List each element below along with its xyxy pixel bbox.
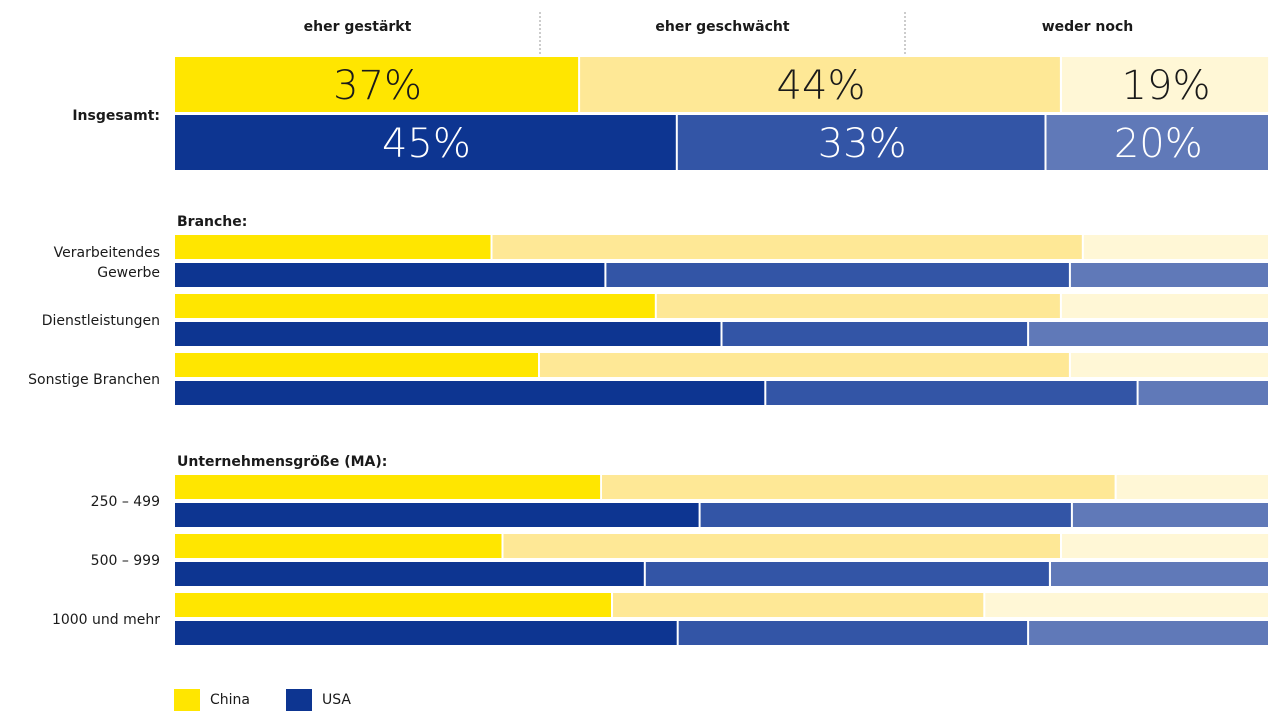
total-china-value-1: 44% <box>777 63 866 109</box>
total-usa-seg-2 <box>1046 115 1268 170</box>
group-0-row-2-usa-seg-0 <box>175 381 765 405</box>
total-china-seg-1 <box>580 57 1060 112</box>
group-0-row-2-china-seg-0 <box>175 353 538 377</box>
group-0-row-0-usa-seg-1 <box>606 263 1069 287</box>
legend-label-usa: USA <box>322 692 351 708</box>
group-1-row-2-china-seg-1 <box>613 593 984 617</box>
group-0-row-2-china-seg-2 <box>1070 353 1268 377</box>
legend-item-china: China <box>174 689 250 711</box>
column-header-1: eher geschwächt <box>655 19 789 35</box>
legend-swatch-usa <box>286 689 312 711</box>
total-usa-value-0: 45% <box>382 121 471 167</box>
row-label-0-2: Sonstige Branchen <box>28 372 160 388</box>
group-0-row-0-china-seg-1 <box>492 235 1082 259</box>
total-label: Insgesamt: <box>72 108 160 124</box>
group-title-0: Branche: <box>177 214 247 230</box>
group-1-row-2-usa-seg-2 <box>1029 621 1268 645</box>
group-0-row-1-usa-seg-2 <box>1029 322 1268 346</box>
group-1-row-2-usa-seg-1 <box>678 621 1028 645</box>
total-china-value-2: 19% <box>1122 63 1211 109</box>
total-usa-seg-1 <box>677 115 1045 170</box>
group-0-row-1-usa-seg-0 <box>175 322 721 346</box>
total-usa-value-1: 33% <box>818 121 907 167</box>
row-label-1-1: 500 – 999 <box>91 553 160 569</box>
group-0-row-2-china-seg-1 <box>540 353 1069 377</box>
group-1-row-0-china-seg-1 <box>602 475 1115 499</box>
total-usa-seg-0 <box>175 115 676 170</box>
legend: China USA <box>174 689 387 711</box>
group-1-row-0-china-seg-0 <box>175 475 601 499</box>
group-1-row-1-china-seg-2 <box>1062 534 1269 558</box>
group-0-row-1-china-seg-2 <box>1061 294 1268 318</box>
column-header-0: eher gestärkt <box>304 19 412 35</box>
group-1-row-0-usa-seg-1 <box>700 503 1071 527</box>
total-usa-value-2: 20% <box>1114 121 1203 167</box>
legend-label-china: China <box>210 692 250 708</box>
group-0-row-1-china-seg-0 <box>175 294 655 318</box>
group-1-row-0-usa-seg-2 <box>1072 503 1268 527</box>
group-1-row-0-china-seg-2 <box>1116 475 1268 499</box>
group-1-row-1-usa-seg-2 <box>1051 562 1268 586</box>
total-china-seg-2 <box>1062 57 1269 112</box>
row-label-1-2: 1000 und mehr <box>52 612 160 628</box>
total-china-seg-0 <box>175 57 579 112</box>
group-1-row-1-usa-seg-0 <box>175 562 644 586</box>
legend-item-usa: USA <box>286 689 351 711</box>
group-0-row-1-china-seg-1 <box>656 294 1060 318</box>
group-0-row-0-china-seg-0 <box>175 235 491 259</box>
row-label-0-0-1: Gewerbe <box>97 265 160 281</box>
group-0-row-0-china-seg-2 <box>1083 235 1268 259</box>
group-0-row-2-usa-seg-2 <box>1138 381 1268 405</box>
group-1-row-1-china-seg-1 <box>503 534 1060 558</box>
total-china-value-0: 37% <box>333 63 422 109</box>
group-0-row-1-usa-seg-1 <box>722 322 1028 346</box>
column-header-2: weder noch <box>1042 19 1134 35</box>
group-0-row-0-usa-seg-2 <box>1070 263 1268 287</box>
legend-swatch-china <box>174 689 200 711</box>
group-1-row-1-usa-seg-1 <box>645 562 1049 586</box>
group-title-1: Unternehmensgröße (MA): <box>177 454 387 470</box>
group-0-row-2-usa-seg-1 <box>766 381 1137 405</box>
group-1-row-2-china-seg-0 <box>175 593 611 617</box>
group-1-row-2-usa-seg-0 <box>175 621 677 645</box>
group-1-row-1-china-seg-0 <box>175 534 502 558</box>
row-label-0-1: Dienstleistungen <box>42 313 160 329</box>
group-1-row-0-usa-seg-0 <box>175 503 699 527</box>
group-1-row-2-china-seg-2 <box>985 593 1268 617</box>
row-label-1-0: 250 – 499 <box>91 494 160 510</box>
row-label-0-0-0: Verarbeitendes <box>54 245 160 261</box>
group-0-row-0-usa-seg-0 <box>175 263 605 287</box>
